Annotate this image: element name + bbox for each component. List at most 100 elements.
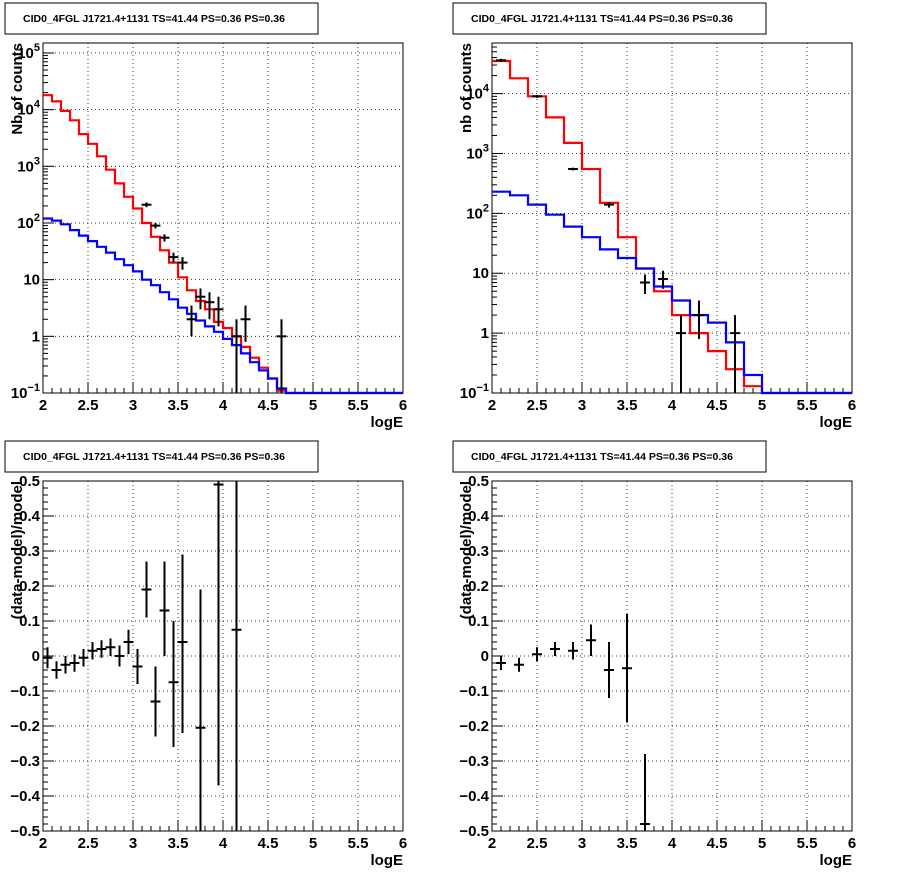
- y-tick-label: −0.1: [10, 683, 40, 700]
- data-point: [168, 252, 179, 263]
- y-tick-label: 10: [472, 265, 489, 282]
- y-tick-label: 0.3: [19, 543, 40, 560]
- data-point: [51, 661, 62, 679]
- x-tick-label: 5.5: [797, 397, 818, 414]
- title-box: [452, 2, 767, 35]
- data-point: [105, 638, 116, 656]
- x-tick-label: 4.5: [258, 397, 279, 414]
- title-box: [4, 440, 319, 473]
- chart-title: CID0_4FGL J1721.4+1131 TS=41.44 PS=0.36 …: [23, 13, 285, 25]
- y-tick-label: 0.4: [19, 508, 41, 525]
- data-point: [276, 319, 287, 393]
- y-axis-label: nb of counts: [458, 43, 475, 133]
- data-point: [114, 645, 125, 667]
- y-tick-label: 0.2: [19, 578, 40, 595]
- y-tick-label: 0.5: [19, 473, 40, 490]
- data-point: [132, 649, 143, 684]
- data-point: [694, 300, 704, 339]
- x-tick-label: 2.5: [527, 397, 548, 414]
- data-point: [604, 642, 614, 698]
- data-point: [78, 649, 89, 667]
- y-axis-label: Nb of counts: [9, 43, 26, 135]
- x-tick-label: 2: [39, 397, 47, 414]
- y-tick-label: 0.3: [468, 543, 489, 560]
- data-point: [532, 94, 542, 98]
- x-tick-label: 5.5: [348, 397, 369, 414]
- x-tick-label: 2.5: [78, 835, 99, 852]
- data-point: [730, 315, 740, 393]
- y-tick-label: 0.4: [468, 508, 490, 525]
- data-point: [514, 657, 524, 672]
- x-tick-label: 3.5: [617, 397, 638, 414]
- x-tick-label: 2.5: [78, 397, 99, 414]
- y-tick-label: −0.2: [10, 718, 40, 735]
- data-point: [177, 257, 188, 270]
- y-tick-label: −0.3: [459, 753, 489, 770]
- x-tick-label: 2: [488, 835, 496, 852]
- chart-title: CID0_4FGL J1721.4+1131 TS=41.44 PS=0.36 …: [23, 451, 285, 463]
- y-tick-label: −0.1: [459, 683, 489, 700]
- data-point: [496, 656, 506, 670]
- data-point: [640, 274, 650, 295]
- data-point: [195, 288, 206, 310]
- data-point: [195, 589, 206, 831]
- data-point: [231, 481, 242, 831]
- chart-panel-4: 2 2.5 3 3.5 4 4.5 5 5.5 6 0.5 0.4 0.3 0.2 0.1 0 −0.1 −0.…: [452, 440, 856, 869]
- x-tick-label: 2: [39, 835, 47, 852]
- y-tick-label: 0.1: [19, 613, 40, 630]
- data-point: [676, 315, 686, 393]
- y-tick-label: 0.1: [468, 613, 489, 630]
- y-tick-label: −0.5: [459, 823, 489, 840]
- data-point: [87, 642, 98, 660]
- y-tick-label: −0.3: [10, 753, 40, 770]
- x-tick-label: 4.5: [707, 835, 728, 852]
- x-tick-label: 5: [758, 835, 766, 852]
- data-point: [60, 656, 71, 674]
- data-point: [168, 621, 179, 747]
- data-point: [123, 629, 134, 655]
- model-step-line-2: [43, 217, 403, 395]
- data-point: [532, 647, 542, 662]
- data-point: [240, 305, 251, 342]
- x-tick-label: 4.5: [707, 397, 728, 414]
- x-tick-label: 6: [399, 397, 407, 414]
- plot-frame: [491, 42, 853, 394]
- y-tick-label: −0.5: [10, 823, 40, 840]
- data-point: [159, 561, 170, 656]
- model-step-line-2: [492, 190, 852, 395]
- y-tick-label: 10−1: [460, 382, 489, 402]
- x-tick-label: 5.5: [348, 835, 369, 852]
- x-tick-label: 3.5: [168, 397, 189, 414]
- y-tick-label: 1: [32, 328, 40, 345]
- y-tick-label: 0: [32, 648, 40, 665]
- x-tick-label: 3: [129, 835, 137, 852]
- y-tick-label: −0.4: [10, 788, 40, 805]
- data-point: [42, 647, 53, 669]
- data-point: [186, 305, 197, 337]
- data-point: [159, 234, 170, 242]
- data-point: [177, 554, 188, 733]
- data-point: [658, 270, 668, 289]
- data-point: [604, 201, 614, 208]
- x-tick-label: 5: [309, 397, 317, 414]
- x-tick-label: 4.5: [258, 835, 279, 852]
- y-tick-label: −0.2: [459, 718, 489, 735]
- x-tick-label: 4: [219, 835, 228, 852]
- y-tick-label: 0.2: [468, 578, 489, 595]
- data-point: [150, 666, 161, 737]
- x-tick-label: 2: [488, 397, 496, 414]
- data-point: [640, 754, 650, 831]
- data-point: [213, 296, 224, 327]
- data-point: [213, 481, 224, 786]
- data-point: [204, 292, 215, 320]
- chart-title: CID0_4FGL J1721.4+1131 TS=41.44 PS=0.36 …: [471, 451, 733, 463]
- data-point: [622, 614, 632, 723]
- y-tick-label: 0: [481, 648, 489, 665]
- data-point: [231, 319, 242, 393]
- x-tick-label: 5: [758, 397, 766, 414]
- y-tick-label: 102: [17, 212, 40, 232]
- data-point: [141, 561, 152, 618]
- x-axis-label: logE: [371, 852, 404, 869]
- data-point: [96, 640, 107, 658]
